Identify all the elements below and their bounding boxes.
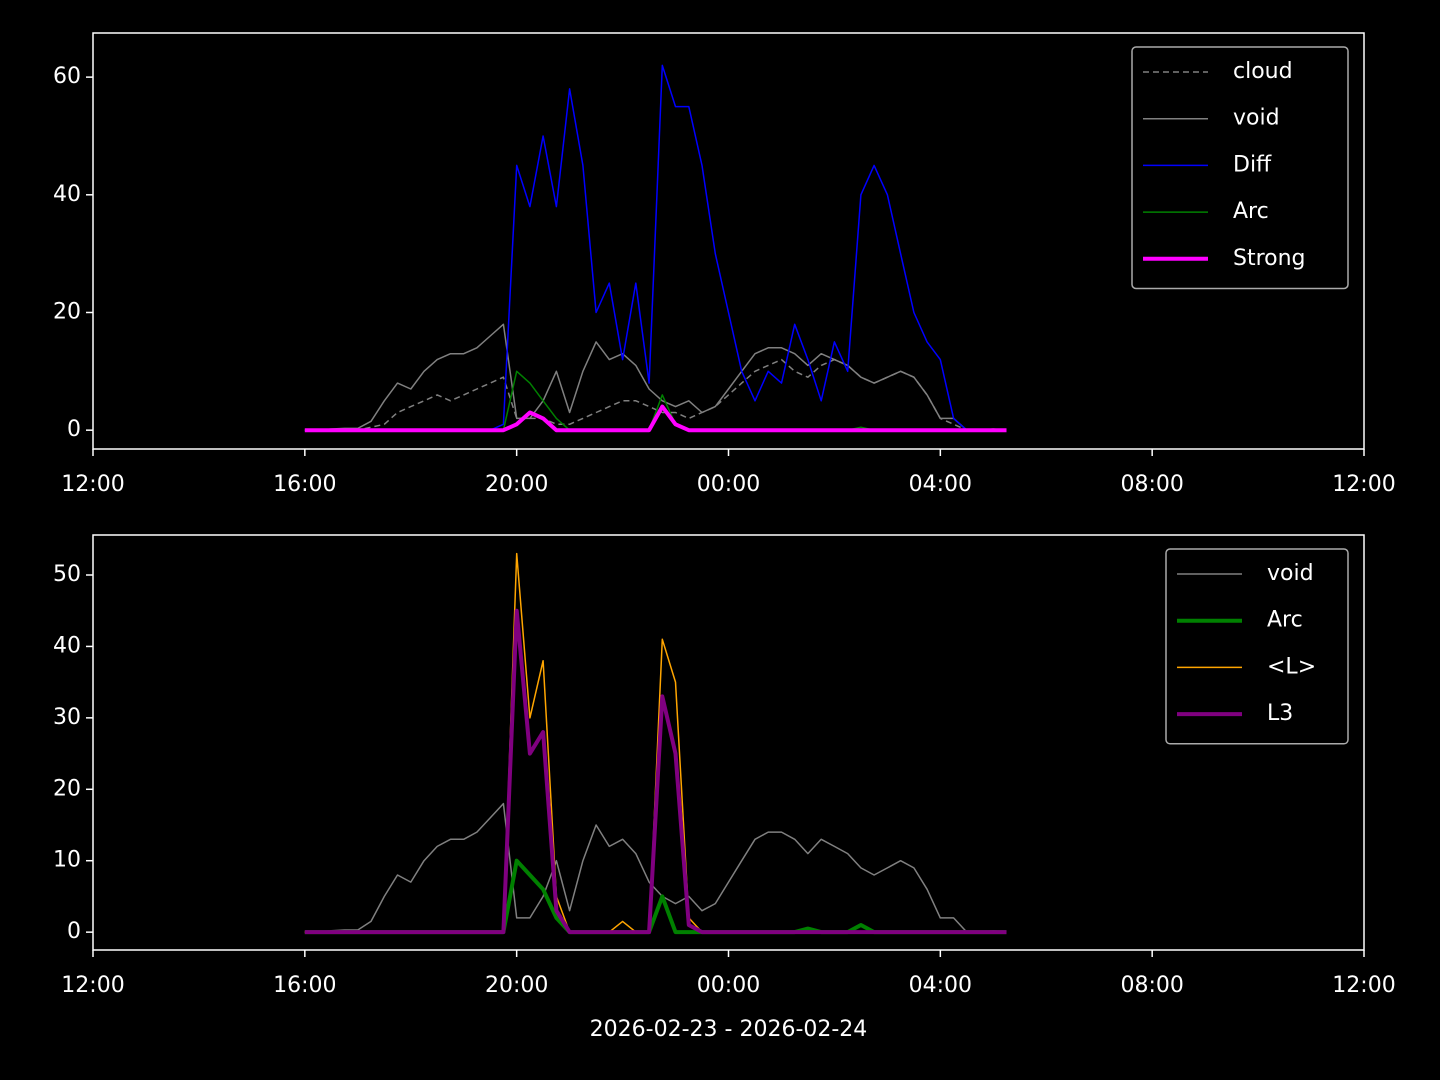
legend-label: L3 xyxy=(1267,701,1293,726)
series-line xyxy=(304,323,1007,431)
series-line xyxy=(304,358,1007,431)
legend-label: cloud xyxy=(1233,59,1293,84)
x-tick-label: 12:00 xyxy=(61,472,124,497)
y-tick-label: 10 xyxy=(53,848,81,873)
x-tick-label: 04:00 xyxy=(909,472,972,497)
series-line xyxy=(304,802,1007,933)
series-line xyxy=(304,608,1007,935)
y-tick-label: 0 xyxy=(67,919,81,944)
y-tick-label: 0 xyxy=(67,417,81,442)
x-tick-label: 16:00 xyxy=(273,472,336,497)
x-tick-label: 08:00 xyxy=(1120,973,1183,998)
x-tick-label: 20:00 xyxy=(485,973,548,998)
x-axis-label: 2026-02-23 - 2026-02-24 xyxy=(590,1017,868,1042)
legend-label: Arc xyxy=(1233,199,1269,224)
series-line xyxy=(304,552,1007,933)
y-tick-label: 60 xyxy=(53,64,81,89)
legend-label: Strong xyxy=(1233,246,1306,271)
x-tick-label: 08:00 xyxy=(1120,472,1183,497)
x-tick-label: 00:00 xyxy=(697,973,760,998)
legend-label: Diff xyxy=(1233,152,1272,177)
y-tick-label: 40 xyxy=(53,633,81,658)
legend-frame xyxy=(1165,548,1349,745)
x-tick-label: 12:00 xyxy=(1332,472,1395,497)
y-tick-label: 30 xyxy=(53,705,81,730)
series-line xyxy=(304,404,1007,433)
legend: void Arc <L> L3 xyxy=(1165,548,1349,745)
legend-frame xyxy=(1131,46,1349,290)
legend-label: <L> xyxy=(1267,654,1316,679)
legend-label: void xyxy=(1267,561,1314,586)
y-tick-label: 50 xyxy=(53,562,81,587)
legend: cloud void Diff Arc Strong xyxy=(1131,46,1349,290)
legend-label: void xyxy=(1233,106,1280,131)
x-tick-label: 00:00 xyxy=(697,472,760,497)
legend-label: Arc xyxy=(1267,608,1303,633)
y-tick-label: 20 xyxy=(53,299,81,324)
series-line xyxy=(304,858,1007,935)
y-tick-label: 40 xyxy=(53,182,81,207)
x-tick-label: 16:00 xyxy=(273,973,336,998)
x-tick-label: 12:00 xyxy=(1332,973,1395,998)
x-tick-label: 04:00 xyxy=(909,973,972,998)
x-tick-label: 12:00 xyxy=(61,973,124,998)
y-tick-label: 20 xyxy=(53,776,81,801)
series-line xyxy=(304,64,1007,431)
x-tick-label: 20:00 xyxy=(485,472,548,497)
